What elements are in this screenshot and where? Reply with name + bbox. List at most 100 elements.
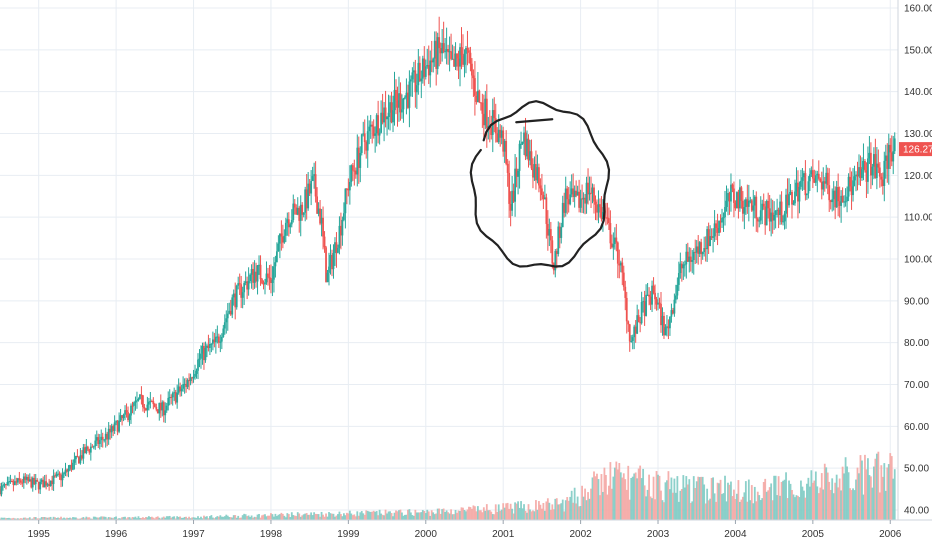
candle-body xyxy=(826,172,829,186)
candle-body xyxy=(801,177,804,181)
volume-bar xyxy=(396,511,399,520)
candle-body xyxy=(206,345,208,348)
volume-bar xyxy=(222,516,225,520)
candle-body xyxy=(613,237,616,245)
candle-body xyxy=(11,480,13,482)
candle-body xyxy=(448,51,451,53)
volume-bar xyxy=(777,476,780,520)
candle-body xyxy=(337,247,339,253)
volume-bar xyxy=(500,509,503,520)
volume-bar xyxy=(712,477,715,520)
volume-bar xyxy=(497,504,500,520)
y-tick-label: 110.00 xyxy=(904,213,932,224)
candle-body xyxy=(588,192,591,195)
candle-body xyxy=(61,474,64,481)
candle-body xyxy=(70,464,73,470)
candle-body xyxy=(220,336,223,342)
candle-body xyxy=(167,397,170,406)
candle-body xyxy=(188,379,190,382)
volume-bar xyxy=(435,513,438,520)
volume-bar xyxy=(22,517,25,520)
volume-bar xyxy=(471,508,473,520)
candle-body xyxy=(878,167,881,177)
y-tick-label: 100.00 xyxy=(904,255,932,266)
volume-bar xyxy=(575,503,578,520)
candle-body xyxy=(170,397,173,399)
volume-bar xyxy=(299,516,302,520)
x-tick-label: 1996 xyxy=(105,529,128,540)
volume-bar xyxy=(423,511,426,520)
candle-body xyxy=(648,294,650,297)
volume-bar xyxy=(661,500,664,520)
volume-bar xyxy=(331,513,333,520)
candle-body xyxy=(752,205,755,211)
volume-bar xyxy=(564,500,567,520)
volume-bar xyxy=(415,512,418,520)
candle-body xyxy=(226,313,229,319)
candle-body xyxy=(57,473,59,475)
candle-body xyxy=(149,401,152,403)
volume-bar xyxy=(83,518,86,520)
candle-body xyxy=(360,134,363,153)
volume-bar xyxy=(127,517,129,520)
candle-body xyxy=(549,229,552,241)
volume-bar xyxy=(438,508,441,520)
volume-bar xyxy=(427,511,430,520)
volume-bar xyxy=(383,515,385,520)
volume-bar xyxy=(366,510,369,520)
volume-bar xyxy=(408,509,411,520)
candle-body xyxy=(527,138,530,161)
candle-body xyxy=(479,102,482,104)
volume-bar xyxy=(797,495,799,520)
candle-body xyxy=(600,206,603,220)
candle-body xyxy=(846,196,848,202)
price-axis[interactable]: 40.00 50.00 60.00 70.00 80.00 90.00 100.00 110.… xyxy=(897,0,932,520)
candle-body xyxy=(344,188,347,214)
candle-body xyxy=(63,472,65,475)
candle-body xyxy=(691,259,694,262)
volume-bars xyxy=(0,451,896,520)
volume-bar xyxy=(159,518,162,520)
candle-body xyxy=(861,169,863,178)
volume-bar xyxy=(855,479,857,520)
volume-bar xyxy=(103,516,106,520)
volume-bar xyxy=(244,514,247,520)
candle-body xyxy=(9,480,12,482)
x-tick-label: 1998 xyxy=(260,529,283,540)
candle-body xyxy=(517,170,519,177)
candle-body xyxy=(850,186,853,196)
volume-bar xyxy=(765,491,768,520)
volume-bar xyxy=(147,516,150,520)
candle-body xyxy=(864,160,866,171)
candle-body xyxy=(569,194,572,205)
candle-body xyxy=(134,400,137,403)
annotation-circle xyxy=(469,100,611,268)
volume-bar xyxy=(142,517,144,520)
candle-body xyxy=(392,110,394,123)
volume-bar xyxy=(560,503,563,520)
volume-bar xyxy=(737,480,740,520)
volume-bar xyxy=(350,513,353,520)
candle-body xyxy=(797,182,799,202)
volume-bar xyxy=(627,465,630,520)
volume-bar xyxy=(811,482,814,520)
candle-body xyxy=(606,217,609,219)
candle-body xyxy=(22,476,25,483)
candle-body xyxy=(794,191,796,204)
candle-body xyxy=(171,393,174,398)
volume-bar xyxy=(533,511,536,520)
volume-bar xyxy=(686,484,689,520)
time-axis[interactable]: 1995 1996 1997 1998 1999 2000 2001 2002 2003 2004… xyxy=(0,519,932,540)
volume-bar xyxy=(19,518,22,520)
volume-bar xyxy=(660,490,662,520)
candle-body xyxy=(490,127,493,135)
candle-body xyxy=(310,181,313,194)
volume-bar xyxy=(462,507,464,520)
volume-bar xyxy=(596,473,598,520)
candle-body xyxy=(747,200,750,207)
candle-body xyxy=(768,208,771,222)
candle-body xyxy=(456,53,458,59)
volume-bar xyxy=(101,516,104,520)
